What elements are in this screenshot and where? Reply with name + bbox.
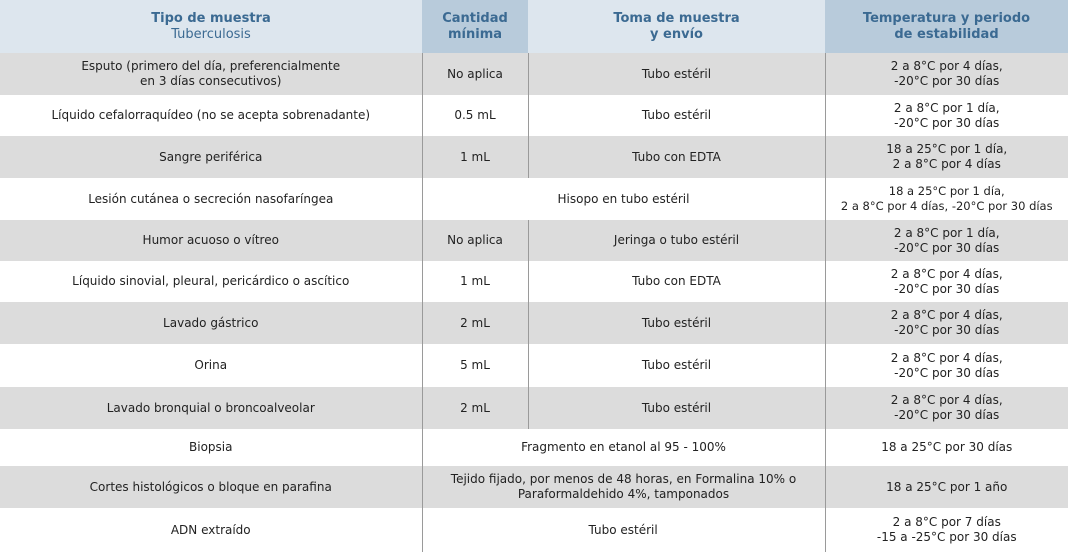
table-row: Humor acuoso o vítreo No aplica Jeringa … [0,220,1068,261]
cell-text-line: -20°C por 30 días [894,240,1000,255]
header-sample-type: Tipo de muestra Tuberculosis [0,0,422,53]
cell-sample-type: Líquido sinovial, pleural, pericárdico o… [0,261,422,302]
cell-text-line: Cantidad [442,10,508,26]
cell-text-line: mínima [447,26,503,42]
cell-text-line: Tipo de muestra [151,10,271,26]
cell-quantity: 2 mL [421,387,528,429]
cell-text-line: -20°C por 30 días [894,408,1000,422]
cell-sample-type: Biopsia [0,429,422,466]
cell-temperature: 2 a 8°C por 1 día, -20°C por 30 días [824,220,1068,261]
cell-sample-type: ADN extraído [0,508,422,552]
cell-collection: Tubo estéril [527,344,825,387]
cell-text-line: -20°C por 30 días [894,365,1000,380]
cell-text-line: 2 a 8°C por 4 días [892,157,1001,171]
header-subtitle: Tuberculosis [171,26,251,42]
cell-text-line: Tejido fijado, por menos de 48 horas, en… [450,472,797,486]
cell-quantity: 0.5 mL [421,95,528,136]
cell-quantity: No aplica [421,220,528,261]
cell-text-line: Paraformaldehido 4%, tamponados [517,487,730,501]
cell-collection-merged: Hisopo en tubo estéril [421,178,825,220]
cell-sample-type: Sangre periférica [0,136,422,178]
header-collection: Toma de muestra y envío [528,0,825,53]
cell-text-line: y envío [650,26,703,42]
cell-collection-merged: Fragmento en etanol al 95 - 100% [421,429,825,466]
cell-text-line: 18 a 25°C por 1 día, [888,184,1005,198]
cell-text-line: 2 a 8°C por 4 días, -20°C por 30 días [840,199,1053,213]
cell-text-line: 2 a 8°C por 7 días [892,515,1001,529]
cell-text-line: -15 a -25°C por 30 días [876,530,1017,544]
cell-temperature: 18 a 25°C por 1 día, 2 a 8°C por 4 días [824,136,1068,178]
cell-collection-merged: Tubo estéril [421,508,825,552]
table-header-row: Tipo de muestra Tuberculosis Cantidad mí… [0,0,1068,53]
cell-text-line: 2 a 8°C por 4 días, [890,59,1003,73]
table-row: Sangre periférica 1 mL Tubo con EDTA 18 … [0,136,1068,178]
cell-quantity: 1 mL [421,261,528,302]
cell-temperature: 2 a 8°C por 4 días, -20°C por 30 días [824,53,1068,95]
header-temperature: Temperatura y periodo de estabilidad [825,0,1068,53]
cell-text-line: 2 a 8°C por 4 días, [890,393,1003,407]
table-row: Líquido sinovial, pleural, pericárdico o… [0,261,1068,302]
cell-sample-type: Líquido cefalorraquídeo (no se acepta so… [0,95,422,136]
cell-text-line: 2 a 8°C por 4 días, [890,266,1003,281]
cell-temperature: 2 a 8°C por 1 día, -20°C por 30 días [824,95,1068,136]
cell-temperature: 2 a 8°C por 4 días, -20°C por 30 días [824,387,1068,429]
table-row: Cortes histológicos o bloque en parafina… [0,466,1068,508]
cell-collection: Tubo estéril [527,53,825,95]
cell-text-line: 2 a 8°C por 4 días, [890,350,1003,365]
cell-temperature: 2 a 8°C por 4 días, -20°C por 30 días [824,302,1068,344]
cell-text-line: 2 a 8°C por 1 día, [893,100,1000,115]
cell-sample-type: Esputo (primero del día, preferencialmen… [0,53,422,95]
table-row: Orina 5 mL Tubo estéril 2 a 8°C por 4 dí… [0,344,1068,387]
cell-temperature: 18 a 25°C por 1 año [824,466,1068,508]
cell-collection: Tubo estéril [527,387,825,429]
cell-temperature: 2 a 8°C por 4 días, -20°C por 30 días [824,344,1068,387]
cell-collection: Tubo estéril [527,302,825,344]
table-row: Lesión cutánea o secreción nasofaríngea … [0,178,1068,220]
cell-sample-type: Humor acuoso o vítreo [0,220,422,261]
cell-sample-type: Orina [0,344,422,387]
cell-sample-type: Lavado gástrico [0,302,422,344]
cell-text-line: Toma de muestra [613,10,740,26]
cell-collection: Tubo con EDTA [527,136,825,178]
cell-temperature: 18 a 25°C por 30 días [824,429,1068,466]
table-row: ADN extraído Tubo estéril 2 a 8°C por 7 … [0,508,1068,552]
cell-text-line: 18 a 25°C por 1 día, [886,142,1008,156]
table-row: Lavado gástrico 2 mL Tubo estéril 2 a 8°… [0,302,1068,344]
cell-quantity: 1 mL [421,136,528,178]
cell-collection: Tubo estéril [527,95,825,136]
cell-text-line: -20°C por 30 días [894,74,1000,88]
cell-text-line: -20°C por 30 días [894,323,1000,337]
cell-text-line: 2 a 8°C por 1 día, [893,225,1000,240]
cell-quantity: No aplica [421,53,528,95]
table-row: Lavado bronquial o broncoalveolar 2 mL T… [0,387,1068,429]
table-row: Esputo (primero del día, preferencialmen… [0,53,1068,95]
cell-text-line: 2 a 8°C por 4 días, [890,308,1003,322]
cell-text-line: Temperatura y periodo [862,10,1031,26]
cell-sample-type: Cortes histológicos o bloque en parafina [0,466,422,508]
table-row: Líquido cefalorraquídeo (no se acepta so… [0,95,1068,136]
cell-text-line: en 3 días consecutivos) [140,74,282,88]
cell-collection: Jeringa o tubo estéril [527,220,825,261]
cell-collection-merged: Tejido fijado, por menos de 48 horas, en… [421,466,825,508]
cell-sample-type: Lavado bronquial o broncoalveolar [0,387,422,429]
cell-temperature: 2 a 8°C por 4 días, -20°C por 30 días [824,261,1068,302]
cell-text-line: -20°C por 30 días [894,115,1000,130]
cell-text-line: de estabilidad [894,26,999,42]
cell-sample-type: Lesión cutánea o secreción nasofaríngea [0,178,422,220]
cell-temperature: 2 a 8°C por 7 días -15 a -25°C por 30 día… [824,508,1068,552]
table-row: Biopsia Fragmento en etanol al 95 - 100%… [0,429,1068,466]
cell-quantity: 2 mL [421,302,528,344]
cell-quantity: 5 mL [421,344,528,387]
cell-collection: Tubo con EDTA [527,261,825,302]
cell-temperature: 18 a 25°C por 1 día, 2 a 8°C por 4 días, … [824,178,1068,220]
cell-text-line: -20°C por 30 días [894,281,1000,296]
cell-text-line: Esputo (primero del día, preferencialmen… [81,59,341,73]
header-min-quantity: Cantidad mínima [422,0,528,53]
